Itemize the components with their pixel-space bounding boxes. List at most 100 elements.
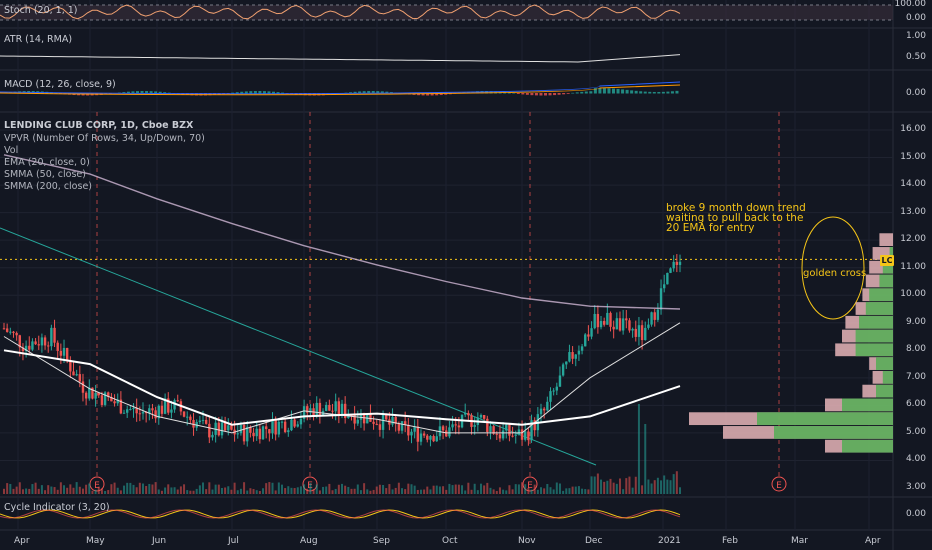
volume-bar bbox=[91, 490, 94, 494]
candle-body bbox=[561, 364, 565, 376]
macd-bar bbox=[598, 88, 602, 94]
candle-body bbox=[132, 407, 135, 410]
candle-body bbox=[590, 328, 593, 337]
macd-bar bbox=[589, 91, 593, 94]
volume-bar bbox=[637, 404, 640, 494]
candle-body bbox=[659, 288, 663, 310]
candle-body bbox=[227, 425, 230, 431]
volume-bar bbox=[183, 484, 186, 494]
stoch-line bbox=[0, 4, 681, 20]
candle-body bbox=[375, 423, 378, 425]
candle-body bbox=[192, 419, 195, 428]
x-tick: Oct bbox=[442, 536, 458, 546]
candle-body bbox=[116, 399, 119, 404]
candle-body bbox=[337, 401, 341, 415]
volume-bar bbox=[211, 489, 214, 494]
volume-bar bbox=[442, 486, 445, 494]
candle-body bbox=[141, 411, 145, 414]
volume-bar bbox=[337, 484, 340, 494]
volume-bar bbox=[391, 489, 394, 494]
volume-bar bbox=[401, 488, 404, 494]
volume-bar bbox=[533, 484, 536, 494]
macd-bar bbox=[648, 91, 652, 94]
candle-body bbox=[173, 400, 176, 410]
volume-bar bbox=[6, 483, 9, 494]
volume-bar bbox=[164, 487, 167, 494]
volume-bar bbox=[653, 480, 656, 494]
volume-bar bbox=[34, 482, 37, 494]
volume-bar bbox=[18, 482, 21, 494]
indicator-vpvr[interactable]: VPVR (Number Of Rows, 34, Up/Down, 70) bbox=[4, 133, 205, 144]
macd-bar bbox=[657, 91, 661, 94]
indicator-vol[interactable]: Vol bbox=[4, 145, 19, 156]
volume-bar bbox=[625, 478, 628, 494]
volume-bar bbox=[189, 490, 192, 494]
volume-bar bbox=[382, 485, 385, 494]
volume-bar bbox=[53, 487, 56, 494]
candle-body bbox=[217, 422, 221, 436]
macd-bar bbox=[521, 93, 525, 95]
candle-body bbox=[451, 424, 454, 428]
volume-bar bbox=[464, 490, 467, 494]
macd-bar bbox=[136, 91, 139, 94]
macd-bar bbox=[249, 91, 253, 94]
y-tick: 15.00 bbox=[900, 151, 926, 162]
candle-body bbox=[596, 313, 600, 328]
volume-bar bbox=[457, 484, 460, 494]
volume-bar bbox=[663, 475, 666, 494]
candle-body bbox=[486, 418, 489, 432]
macd-bar bbox=[530, 93, 534, 96]
candle-body bbox=[669, 268, 672, 273]
candle-body bbox=[110, 397, 113, 402]
candle-body bbox=[125, 409, 129, 413]
candle-body bbox=[568, 352, 571, 362]
candle-body bbox=[220, 422, 224, 436]
candle-body bbox=[302, 406, 306, 419]
candle-body bbox=[18, 335, 21, 348]
volume-bar bbox=[145, 486, 148, 494]
vp-row-up bbox=[842, 398, 893, 412]
vp-row-up bbox=[869, 288, 893, 302]
signal-line bbox=[0, 84, 681, 96]
volume-bar bbox=[549, 487, 552, 494]
candle-body bbox=[498, 434, 502, 439]
volume-bar bbox=[66, 487, 69, 494]
volume-bar bbox=[72, 487, 75, 494]
candle-body bbox=[75, 374, 78, 376]
candle-body bbox=[167, 398, 170, 413]
candle-body bbox=[381, 413, 385, 430]
volume-bar bbox=[40, 485, 43, 494]
annotation-line-2: waiting to pull back to the bbox=[666, 212, 804, 224]
volume-bar bbox=[568, 488, 571, 494]
candle-body bbox=[271, 419, 274, 434]
y-tick: 4.00 bbox=[905, 454, 926, 465]
candle-body bbox=[208, 423, 211, 438]
candle-body bbox=[366, 414, 369, 424]
macd-bar bbox=[616, 88, 620, 94]
candle-body bbox=[640, 325, 644, 341]
candle-body bbox=[618, 318, 622, 331]
volume-bar bbox=[322, 486, 325, 494]
indicator-smma200[interactable]: SMMA (200, close) bbox=[4, 181, 92, 192]
candle-body bbox=[574, 354, 577, 359]
candle-body bbox=[239, 425, 243, 434]
candle-body bbox=[615, 318, 619, 330]
volume-bar bbox=[615, 483, 618, 494]
candle-body bbox=[334, 401, 337, 412]
macd-bar bbox=[385, 91, 389, 94]
candle-body bbox=[176, 400, 179, 402]
macd-bar bbox=[534, 93, 538, 96]
candle-body bbox=[246, 426, 249, 442]
indicator-smma50[interactable]: SMMA (50, close) bbox=[4, 169, 86, 180]
candle-body bbox=[495, 433, 498, 435]
volume-bar bbox=[524, 484, 527, 494]
volume-bar bbox=[432, 485, 435, 494]
macd-bar bbox=[235, 92, 239, 94]
volume-bar bbox=[675, 471, 678, 494]
candle-body bbox=[258, 428, 262, 440]
candle-body bbox=[37, 344, 40, 346]
volume-bar bbox=[123, 485, 126, 494]
indicator-ema20[interactable]: EMA (20, close, 0) bbox=[4, 157, 90, 168]
macd-bar bbox=[131, 91, 135, 94]
